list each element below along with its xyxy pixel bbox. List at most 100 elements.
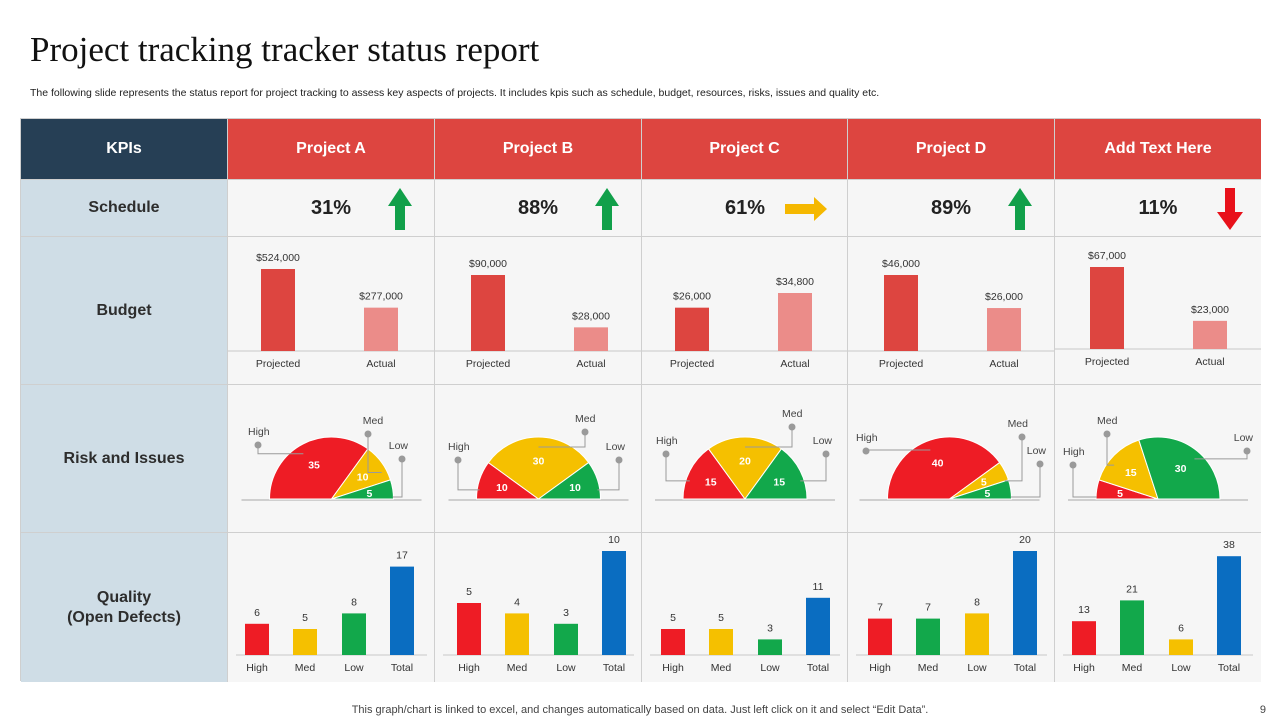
quality-category-label: Low bbox=[344, 662, 364, 674]
schedule-cell: 11% bbox=[1055, 180, 1261, 237]
quality-bar-total bbox=[602, 551, 626, 655]
gauge-slice-med bbox=[707, 436, 783, 500]
gauge-leader-line bbox=[392, 459, 403, 498]
header-project-c: Project C bbox=[642, 119, 848, 180]
quality-category-label: High bbox=[1073, 662, 1095, 674]
budget-value-label: $26,000 bbox=[673, 291, 711, 303]
budget-value-label: $23,000 bbox=[1191, 304, 1229, 316]
budget-bar-chart: $524,000 Projected $277,000 Actual bbox=[228, 252, 434, 370]
quality-bar-low bbox=[342, 613, 366, 655]
trend-arrow bbox=[595, 188, 619, 230]
quality-value-label: 10 bbox=[608, 534, 620, 546]
budget-projected-bar bbox=[261, 269, 295, 351]
gauge-value-label: 10 bbox=[496, 482, 508, 494]
gauge-leader-dot bbox=[454, 456, 462, 464]
arrow-right-icon bbox=[785, 197, 827, 221]
budget-value-label: $46,000 bbox=[882, 258, 920, 270]
quality-bar-med bbox=[505, 613, 529, 655]
quality-bar-total bbox=[806, 597, 830, 655]
risk-gauge-chart: 515 30 High Med Low bbox=[1063, 415, 1254, 501]
quality-category-label: Total bbox=[807, 662, 829, 674]
budget-actual-bar bbox=[987, 308, 1021, 351]
page-title: Project tracking tracker status report bbox=[30, 30, 540, 69]
row-label-budget: Budget bbox=[21, 237, 228, 385]
quality-category-label: Total bbox=[603, 662, 625, 674]
gauge-leader-dot bbox=[1018, 433, 1026, 441]
quality-bar-chart: 6 High 5 Med 8 Low 17 Total bbox=[236, 550, 427, 674]
budget-actual-bar bbox=[1193, 320, 1227, 349]
quality-value-label: 4 bbox=[514, 596, 520, 608]
gauge-category-label: Low bbox=[1027, 445, 1047, 457]
gauge-slice-low bbox=[536, 461, 602, 500]
quality-chart: 5 High 5 Med 3 Low 11 Total bbox=[642, 533, 848, 682]
quality-value-label: 8 bbox=[351, 596, 357, 608]
quality-value-label: 11 bbox=[813, 581, 824, 593]
gauge-value-label: 30 bbox=[1175, 463, 1187, 475]
quality-value-label: 5 bbox=[718, 612, 724, 624]
budget-value-label: $67,000 bbox=[1088, 250, 1126, 262]
gauge-value-label: 5 bbox=[985, 488, 991, 500]
gauge-category-label: Med bbox=[363, 415, 384, 427]
quality-value-label: 6 bbox=[254, 607, 260, 619]
quality-category-label: Low bbox=[556, 662, 576, 674]
budget-bar-chart: $26,000 Projected $34,800 Actual bbox=[642, 276, 847, 370]
gauge-value-label: 10 bbox=[357, 471, 369, 483]
quality-category-label: Low bbox=[967, 662, 987, 674]
gauge-leader-dot bbox=[1036, 460, 1044, 468]
quality-category-label: Total bbox=[391, 662, 413, 674]
budget-chart: $90,000 Projected $28,000 Actual bbox=[435, 237, 642, 385]
schedule-cell: 61% bbox=[642, 180, 848, 237]
quality-chart: 5 High 4 Med 3 Low 10 Total bbox=[435, 533, 642, 682]
quality-value-label: 21 bbox=[1126, 583, 1138, 595]
arrow-up-icon bbox=[1008, 188, 1032, 230]
quality-value-label: 8 bbox=[974, 596, 980, 608]
gauge-slice-low bbox=[949, 479, 1013, 500]
gauge-value-label: 30 bbox=[533, 456, 545, 468]
budget-projected-bar bbox=[675, 307, 709, 351]
gauge-slice-high bbox=[268, 436, 369, 500]
schedule-cell: 89% bbox=[848, 180, 1055, 237]
budget-chart: $67,000 Projected $23,000 Actual bbox=[1055, 237, 1261, 385]
trend-arrow bbox=[1008, 188, 1032, 230]
gauge-slice-low bbox=[744, 448, 808, 500]
budget-projected-bar bbox=[471, 275, 505, 351]
quality-bar-high bbox=[868, 618, 892, 655]
budget-chart: $46,000 Projected $26,000 Actual bbox=[848, 237, 1055, 385]
budget-actual-bar bbox=[574, 327, 608, 351]
budget-category-label: Actual bbox=[780, 358, 809, 370]
quality-value-label: 7 bbox=[877, 602, 883, 614]
budget-category-label: Actual bbox=[989, 358, 1018, 370]
gauge-slice-high bbox=[682, 448, 746, 500]
quality-bar-med bbox=[709, 629, 733, 655]
header-project-b: Project B bbox=[435, 119, 642, 180]
gauge-category-label: Low bbox=[1234, 432, 1254, 444]
arrow-up-icon bbox=[388, 188, 412, 230]
quality-bar-low bbox=[965, 613, 989, 655]
quality-bar-chart: 5 High 5 Med 3 Low 11 Total bbox=[650, 581, 840, 674]
gauge-slice-med bbox=[487, 436, 590, 500]
gauge-leader-line bbox=[1106, 434, 1115, 466]
schedule-value: 88% bbox=[517, 197, 559, 219]
risk-chart: 35 10 5 High Med Low bbox=[228, 385, 435, 533]
budget-chart: $26,000 Projected $34,800 Actual bbox=[642, 237, 848, 385]
header-add-text: Add Text Here bbox=[1055, 119, 1261, 180]
risk-chart: 15 20 15 High Med Low bbox=[642, 385, 848, 533]
budget-value-label: $277,000 bbox=[359, 291, 403, 303]
schedule-value: 89% bbox=[930, 197, 972, 219]
gauge-leader-line bbox=[800, 454, 827, 482]
quality-bar-total bbox=[1013, 551, 1037, 655]
budget-category-label: Projected bbox=[466, 358, 511, 370]
trend-arrow bbox=[388, 188, 412, 230]
gauge-category-label: Med bbox=[1097, 415, 1118, 427]
quality-category-label: Med bbox=[918, 662, 939, 674]
risk-chart: 10 30 10 High Med Low bbox=[435, 385, 642, 533]
quality-bar-total bbox=[1217, 556, 1241, 655]
budget-value-label: $34,800 bbox=[776, 276, 814, 288]
quality-bar-low bbox=[554, 623, 578, 655]
row-label-risk: Risk and Issues bbox=[21, 385, 228, 533]
quality-chart: 13 High 21 Med 6 Low 38 Total bbox=[1055, 533, 1261, 682]
gauge-leader-dot bbox=[1069, 461, 1077, 469]
quality-value-label: 3 bbox=[767, 622, 773, 634]
trend-arrow bbox=[1217, 188, 1243, 230]
budget-category-label: Projected bbox=[879, 358, 924, 370]
